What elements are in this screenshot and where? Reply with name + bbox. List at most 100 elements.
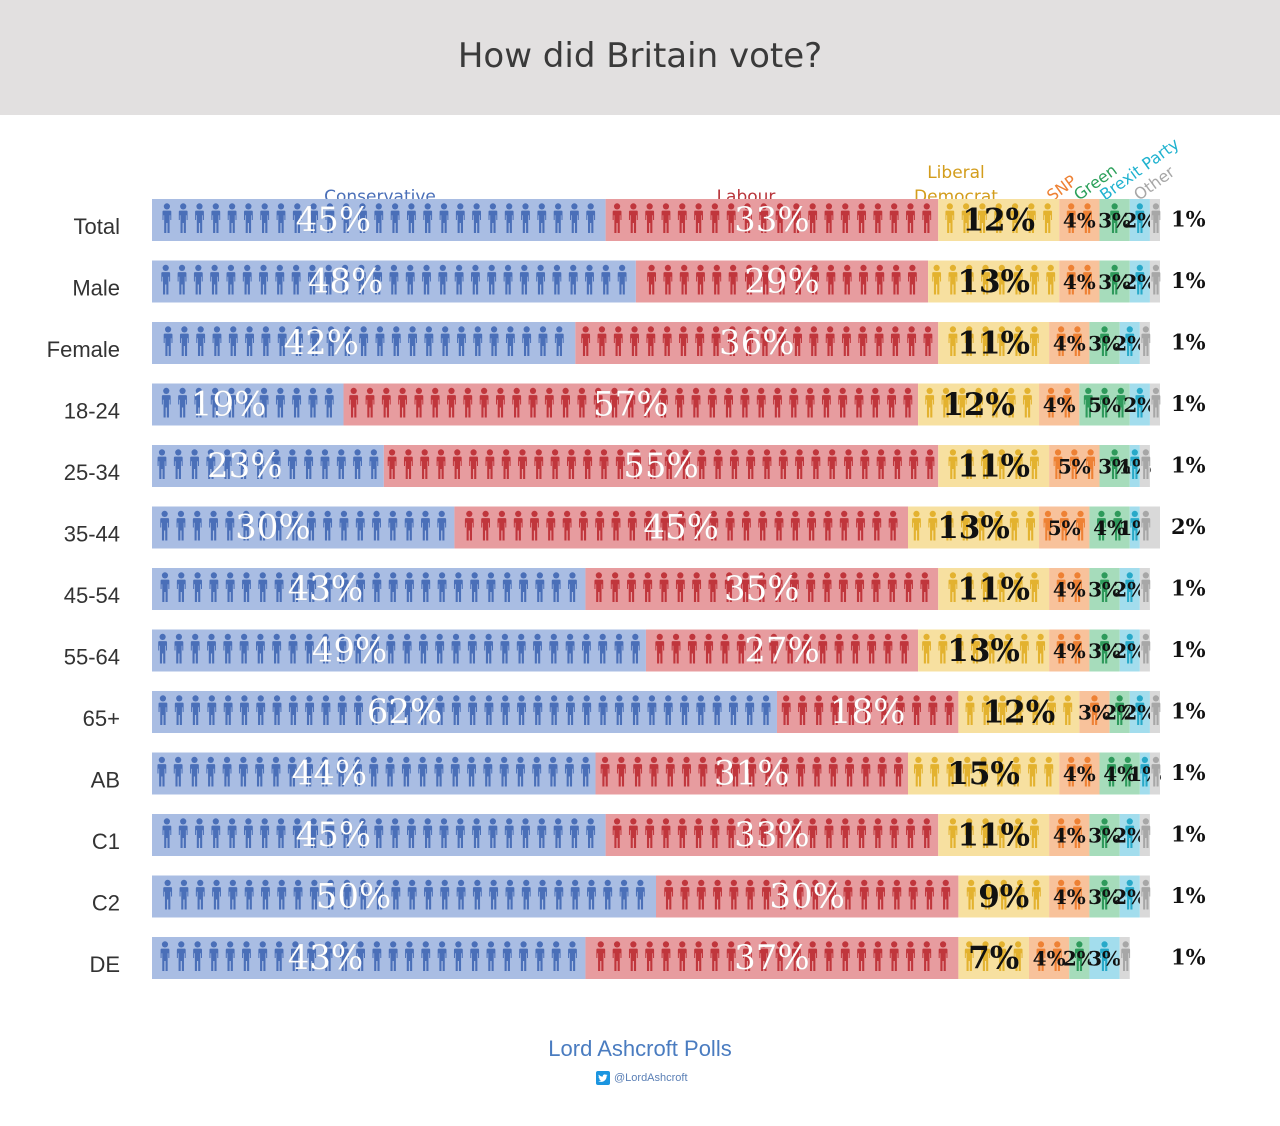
bar-segment-labour: 57%: [343, 383, 919, 426]
bar-segment-snp: 4%: [1049, 875, 1090, 918]
data-label-snp: 4%: [1063, 270, 1096, 294]
bar-segment-snp: 4%: [1059, 752, 1100, 795]
row-male: Male 48% 29% 13% 4% 3%2% 1%: [72, 260, 1206, 303]
bar-segment-liberal-democrat: 12%: [938, 199, 1060, 241]
bar-segment-conservative: 43%: [152, 568, 586, 610]
bar-segment-conservative: 50%: [152, 875, 656, 918]
data-label-labour: 36%: [719, 323, 795, 363]
data-label-conservative: 43%: [288, 569, 364, 609]
data-label-conservative: 48%: [308, 262, 384, 302]
bar-segment-green: 4%: [1089, 506, 1130, 549]
data-label-liberal-democrat: 13%: [957, 264, 1030, 300]
bar-segment-snp: 3%: [1078, 691, 1111, 733]
data-label-conservative: 45%: [296, 815, 372, 855]
data-label-snp: 4%: [1053, 578, 1086, 602]
data-label-liberal-democrat: 7%: [968, 941, 1019, 977]
bar-segment-liberal-democrat: 13%: [908, 506, 1040, 549]
bar-segment-conservative: 45%: [152, 814, 606, 856]
bar-segment-liberal-democrat: 13%: [918, 629, 1050, 672]
row-18-24: 18-24 19% 57% 12% 4% 5% 2% 1%: [64, 383, 1206, 426]
data-label-green: 3%: [1098, 209, 1131, 233]
data-label-liberal-democrat: 13%: [937, 510, 1010, 546]
data-label-snp: 4%: [1053, 824, 1086, 848]
bar-segment-snp: 4%: [1049, 629, 1090, 672]
category-label: Total: [74, 214, 120, 239]
data-label-other: 1%: [1171, 391, 1206, 416]
bar-segment-labour: 29%: [635, 260, 929, 303]
data-label-conservative: 30%: [235, 508, 311, 548]
data-label-other: 1%: [1171, 268, 1206, 293]
data-label-labour: 45%: [643, 508, 719, 548]
data-label-liberal-democrat: 11%: [957, 449, 1030, 485]
data-label-labour: 33%: [734, 200, 810, 240]
bar-segment-liberal-democrat: 12%: [918, 383, 1040, 426]
bar-segment-green: 3%: [1088, 629, 1121, 672]
bar-segment-labour: 37%: [585, 937, 959, 979]
category-label: 65+: [83, 706, 120, 731]
data-label-other: 2%: [1171, 514, 1206, 539]
bar-segment-labour: 33%: [605, 199, 939, 241]
data-label-other: 1%: [1171, 576, 1206, 601]
bar-segment-conservative: 44%: [152, 752, 596, 795]
bar-segment-green: 3%: [1088, 875, 1121, 918]
data-label-other: 1%: [1171, 207, 1206, 232]
data-label-liberal-democrat: 12%: [942, 387, 1015, 423]
twitter-icon: [596, 1071, 610, 1085]
title-band: [0, 0, 1280, 115]
category-label: Male: [72, 275, 120, 300]
bar-segment-labour: 18%: [776, 691, 959, 733]
category-label: DE: [89, 952, 120, 977]
data-label-green: 4%: [1103, 762, 1136, 786]
data-label-labour: 31%: [714, 754, 790, 794]
data-label-green: 3%: [1088, 578, 1121, 602]
data-label-conservative: 42%: [284, 323, 360, 363]
bar-segment-brexit-party: 2%: [1113, 629, 1146, 672]
bar-segment-conservative: 19%: [152, 383, 344, 426]
bar-segment-snp: 4%: [1049, 568, 1090, 610]
data-label-green: 3%: [1098, 455, 1131, 479]
bar-segment-conservative: 45%: [152, 199, 606, 241]
data-label-labour: 55%: [623, 446, 699, 486]
row-de: DE 43% 37% 7% 4%2%3% 1%: [89, 937, 1206, 979]
row-45-54: 45-54 43% 35% 11% 4% 3%2% 1%: [64, 568, 1206, 610]
data-label-snp: 4%: [1053, 332, 1086, 356]
data-label-liberal-democrat: 11%: [957, 326, 1030, 362]
bar-segment-brexit-party: 3%: [1088, 937, 1121, 979]
bar-segment-labour: 33%: [605, 814, 939, 856]
row-c2: C2 50% 30% 9% 4% 3%2% 1%: [92, 875, 1206, 918]
bar-segment-labour: 45%: [454, 506, 908, 549]
page-title: How did Britain vote?: [457, 36, 823, 76]
category-label: AB: [91, 767, 120, 792]
bar-segment-green: 3%: [1088, 322, 1121, 364]
bar-segment-snp: 4%: [1039, 383, 1080, 426]
data-label-labour: 27%: [744, 631, 820, 671]
data-label-conservative: 23%: [207, 446, 283, 486]
row-35-44: 35-44 30% 45% 13% 5% 4%1% 2%: [64, 506, 1206, 549]
data-label-conservative: 49%: [312, 631, 388, 671]
bar-segment-labour: 36%: [575, 322, 939, 364]
data-label-green: 4%: [1093, 516, 1126, 540]
bar-segment-green: 3%: [1088, 568, 1121, 610]
data-label-other: 1%: [1171, 883, 1206, 908]
data-label-other: 1%: [1171, 699, 1206, 724]
footer-brand: Lord Ashcroft Polls: [548, 1036, 732, 1061]
category-label: 35-44: [64, 521, 120, 546]
footer-social[interactable]: @LordAshcroft: [596, 1069, 688, 1087]
bar-segment-green: 3%: [1098, 260, 1131, 303]
data-label-snp: 4%: [1033, 947, 1066, 971]
category-label: C1: [92, 829, 120, 854]
data-label-other: 1%: [1171, 637, 1206, 662]
data-label-labour: 35%: [724, 569, 800, 609]
bar-segment-liberal-democrat: 9%: [958, 875, 1050, 918]
bar-segment-labour: 55%: [383, 445, 939, 487]
category-label: 18-24: [64, 398, 120, 423]
data-label-other: 1%: [1171, 822, 1206, 847]
row-ab: AB 44% 31% 15% 4% 4%1% 1%: [91, 752, 1206, 795]
row-c1: C1 45% 33% 11% 4% 3%2% 1%: [92, 814, 1206, 856]
category-label: C2: [92, 890, 120, 915]
data-label-conservative: 50%: [316, 877, 392, 917]
bar-segment-liberal-democrat: 15%: [908, 752, 1060, 795]
data-label-other: 1%: [1171, 945, 1206, 970]
data-label-liberal-democrat: 11%: [957, 572, 1030, 608]
bar-segment-green: 3%: [1088, 814, 1121, 856]
